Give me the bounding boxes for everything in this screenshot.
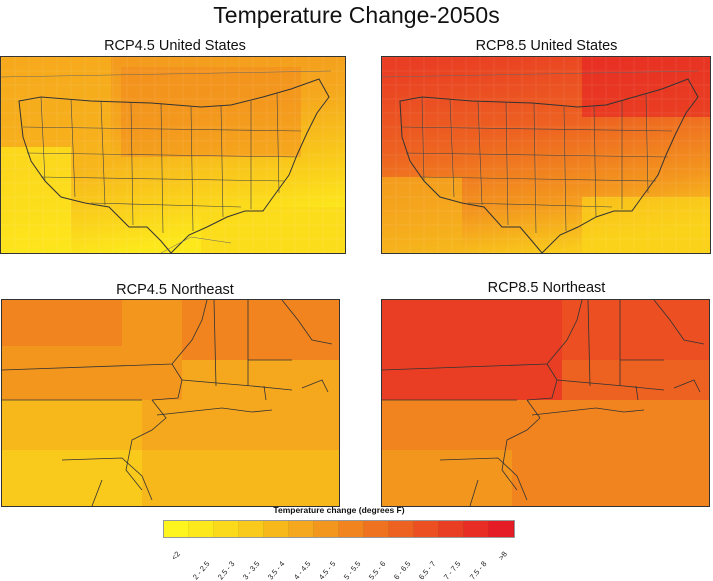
legend-bin-label: 3 - 3.5 <box>241 559 262 581</box>
legend-bin-label: 3.5 - 4 <box>266 559 287 581</box>
legend-swatch <box>214 521 239 537</box>
map-rcp45-ne <box>1 299 340 507</box>
legend-swatch <box>389 521 414 537</box>
legend-swatch <box>414 521 439 537</box>
legend-bin-label: 6.5 - 7 <box>417 559 438 581</box>
legend-bin-label: 6 - 6.5 <box>392 559 413 581</box>
panel-title-rcp45-us: RCP4.5 United States <box>104 38 246 54</box>
legend-colorbar <box>163 520 515 538</box>
legend-swatch <box>164 521 189 537</box>
legend-swatch <box>264 521 289 537</box>
map-rcp85-ne <box>381 299 710 507</box>
legend-swatch <box>339 521 364 537</box>
legend-bin-label: <2 <box>169 549 182 562</box>
legend-bin-label: 4.5 - 5 <box>316 559 338 581</box>
legend-title: Temperature change (degrees F) <box>273 505 405 515</box>
legend-bin-label: 2 - 2.5 <box>190 559 212 581</box>
panel-title-rcp85-us: RCP8.5 United States <box>475 38 618 54</box>
legend-bin-label: 4 - 4.5 <box>291 559 312 581</box>
legend-bin-label: 7 - 7.5 <box>442 559 463 581</box>
legend-swatch <box>189 521 214 537</box>
legend-bin-label: 2.5 - 3 <box>216 559 237 581</box>
legend-swatch <box>314 521 339 537</box>
legend-swatch <box>464 521 489 537</box>
legend-bin-label: 5 - 5.5 <box>341 559 363 581</box>
legend-swatch <box>289 521 314 537</box>
legend-swatch <box>239 521 264 537</box>
legend-bin-label: >8 <box>496 549 509 562</box>
map-rcp45-us <box>0 56 346 254</box>
legend-bin-label: 7.5 - 8 <box>467 559 488 581</box>
legend-swatch <box>364 521 389 537</box>
legend-swatch <box>439 521 464 537</box>
panel-title-rcp45-ne: RCP4.5 Northeast <box>116 282 234 298</box>
map-rcp85-us <box>381 56 711 254</box>
figure-title: Temperature Change-2050s <box>213 2 500 28</box>
legend-bin-label: 5.5 - 6 <box>366 559 388 581</box>
legend-swatch <box>489 521 514 537</box>
panel-title-rcp85-ne: RCP8.5 Northeast <box>487 280 606 296</box>
